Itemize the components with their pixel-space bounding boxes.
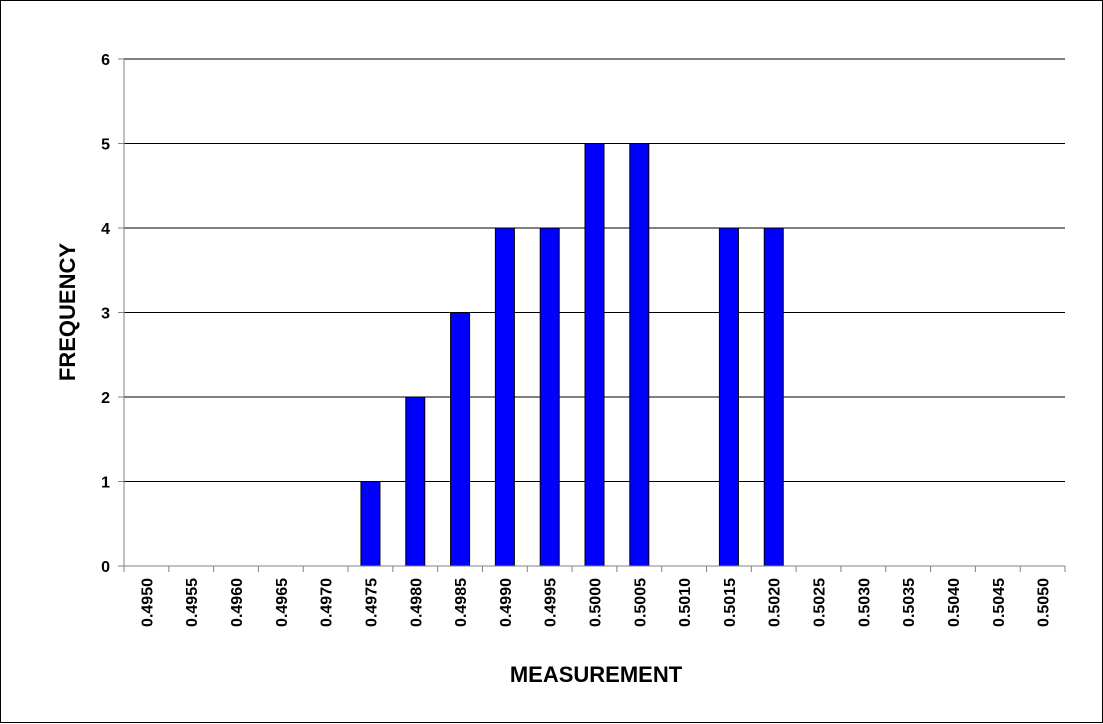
bar-0.4990 [494,227,515,567]
x-tick-label-0.5025: 0.5025 [812,578,829,627]
x-axis-title: MEASUREMENT [510,662,683,687]
y-tick-label-3: 3 [101,306,110,323]
x-tick-label-0.5045: 0.5045 [991,578,1008,627]
x-tick-label-0.5015: 0.5015 [722,578,739,627]
x-tick-label-0.5040: 0.5040 [946,578,963,627]
x-tick-label-0.4970: 0.4970 [319,578,336,627]
x-tick-label-0.5020: 0.5020 [767,578,784,627]
y-tick-label-1: 1 [101,475,110,492]
bar-0.4980 [405,396,426,567]
bar-0.4975 [360,481,381,567]
x-tick-label-0.4955: 0.4955 [184,578,201,627]
y-tick-label-4: 4 [101,221,110,238]
x-tick-label-0.5005: 0.5005 [632,578,649,627]
bars [360,143,784,567]
x-tick-label-0.4980: 0.4980 [408,578,425,627]
x-tick-label-0.4995: 0.4995 [543,578,560,627]
y-tick-label-0: 0 [101,559,110,576]
x-tick-label-0.5050: 0.5050 [1036,578,1053,627]
x-tick-label-0.4965: 0.4965 [274,578,291,627]
x-tick-label-0.5000: 0.5000 [588,578,605,627]
bar-0.5015 [718,227,739,567]
x-tick-labels: 0.4950 0.4955 0.4960 0.4965 0.4970 0.4975 0.49… [139,578,1052,627]
x-tick-label-0.5030: 0.5030 [856,578,873,627]
y-tick-label-6: 6 [101,52,110,69]
y-axis-title: FREQUENCY [55,243,80,381]
y-tick-labels: 0 1 2 3 4 5 6 [101,52,110,576]
x-tick-label-0.5035: 0.5035 [901,578,918,627]
x-tick-label-0.5010: 0.5010 [677,578,694,627]
axes [118,58,1066,572]
x-tick-label-0.4950: 0.4950 [139,578,156,627]
x-tick-label-0.4960: 0.4960 [229,578,246,627]
bar-0.5005 [629,143,650,567]
bar-0.5000 [584,143,605,567]
y-tick-label-5: 5 [101,137,110,154]
y-tick-label-2: 2 [101,390,110,407]
bar-0.5020 [763,227,784,567]
x-tick-label-0.4990: 0.4990 [498,578,515,627]
bar-0.4985 [450,312,471,567]
bar-0.4995 [539,227,560,567]
x-tick-label-0.4985: 0.4985 [453,578,470,627]
x-tick-label-0.4975: 0.4975 [363,578,380,627]
